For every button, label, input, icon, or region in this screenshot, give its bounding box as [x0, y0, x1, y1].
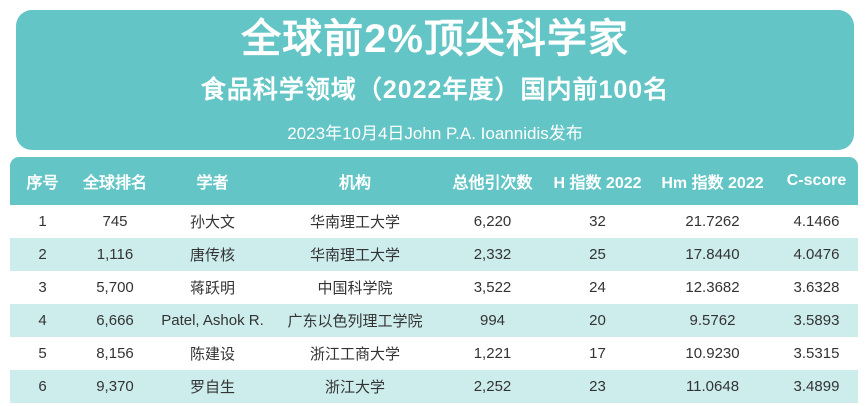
ranking-table: 序号 全球排名 学者 机构 总他引次数 H 指数 2022 Hm 指数 2022… — [10, 157, 858, 403]
cell-c-score: 3.4899 — [775, 370, 858, 403]
cell-hm-index: 17.8440 — [650, 238, 775, 271]
cell-c-score: 4.0476 — [775, 238, 858, 271]
cell-no: 4 — [10, 304, 75, 337]
publish-date: 2023年10月4日John P.A. Ioannidis发布 — [287, 123, 583, 143]
cell-h-index: 20 — [545, 304, 650, 337]
col-header-h-index: H 指数 2022 — [545, 157, 650, 205]
cell-global-rank: 5,700 — [75, 271, 155, 304]
cell-hm-index: 12.3682 — [650, 271, 775, 304]
cell-global-rank: 8,156 — [75, 337, 155, 370]
cell-c-score: 4.1466 — [775, 205, 858, 238]
cell-institution: 中国科学院 — [270, 271, 440, 304]
cell-c-score: 3.5315 — [775, 337, 858, 370]
cell-scholar: Patel, Ashok R. — [155, 304, 270, 337]
page-title: 全球前2%顶尖科学家 — [241, 16, 629, 61]
cell-no: 5 — [10, 337, 75, 370]
cell-h-index: 32 — [545, 205, 650, 238]
page-subtitle: 食品科学领域（2022年度）国内前100名 — [200, 75, 670, 104]
col-header-institution: 机构 — [270, 157, 440, 205]
cell-institution: 浙江工商大学 — [270, 337, 440, 370]
cell-hm-index: 21.7262 — [650, 205, 775, 238]
cell-institution: 华南理工大学 — [270, 205, 440, 238]
cell-institution: 广东以色列理工学院 — [270, 304, 440, 337]
cell-h-index: 23 — [545, 370, 650, 403]
cell-global-rank: 6,666 — [75, 304, 155, 337]
cell-citations: 2,332 — [440, 238, 545, 271]
cell-scholar: 唐传核 — [155, 238, 270, 271]
cell-hm-index: 9.5762 — [650, 304, 775, 337]
table-row: 3 5,700 蒋跃明 中国科学院 3,522 24 12.3682 3.632… — [10, 271, 858, 304]
cell-c-score: 3.6328 — [775, 271, 858, 304]
cell-scholar: 罗自生 — [155, 370, 270, 403]
col-header-hm-index: Hm 指数 2022 — [650, 157, 775, 205]
cell-citations: 6,220 — [440, 205, 545, 238]
cell-no: 1 — [10, 205, 75, 238]
cell-h-index: 24 — [545, 271, 650, 304]
ranking-table-container: 序号 全球排名 学者 机构 总他引次数 H 指数 2022 Hm 指数 2022… — [10, 157, 858, 403]
table-row: 1 745 孙大文 华南理工大学 6,220 32 21.7262 4.1466 — [10, 205, 858, 238]
cell-hm-index: 10.9230 — [650, 337, 775, 370]
cell-institution: 华南理工大学 — [270, 238, 440, 271]
table-row: 4 6,666 Patel, Ashok R. 广东以色列理工学院 994 20… — [10, 304, 858, 337]
cell-citations: 1,221 — [440, 337, 545, 370]
cell-global-rank: 745 — [75, 205, 155, 238]
cell-scholar: 孙大文 — [155, 205, 270, 238]
table-row: 6 9,370 罗自生 浙江大学 2,252 23 11.0648 3.4899 — [10, 370, 858, 403]
col-header-citations: 总他引次数 — [440, 157, 545, 205]
cell-no: 2 — [10, 238, 75, 271]
col-header-global-rank: 全球排名 — [75, 157, 155, 205]
cell-h-index: 25 — [545, 238, 650, 271]
cell-scholar: 蒋跃明 — [155, 271, 270, 304]
table-header-row: 序号 全球排名 学者 机构 总他引次数 H 指数 2022 Hm 指数 2022… — [10, 157, 858, 205]
col-header-no: 序号 — [10, 157, 75, 205]
col-header-scholar: 学者 — [155, 157, 270, 205]
col-header-c-score: C-score — [775, 157, 858, 205]
cell-c-score: 3.5893 — [775, 304, 858, 337]
table-row: 2 1,116 唐传核 华南理工大学 2,332 25 17.8440 4.04… — [10, 238, 858, 271]
cell-citations: 3,522 — [440, 271, 545, 304]
cell-no: 3 — [10, 271, 75, 304]
cell-institution: 浙江大学 — [270, 370, 440, 403]
cell-global-rank: 9,370 — [75, 370, 155, 403]
cell-scholar: 陈建设 — [155, 337, 270, 370]
cell-global-rank: 1,116 — [75, 238, 155, 271]
cell-hm-index: 11.0648 — [650, 370, 775, 403]
cell-h-index: 17 — [545, 337, 650, 370]
cell-no: 6 — [10, 370, 75, 403]
cell-citations: 994 — [440, 304, 545, 337]
title-banner: 全球前2%顶尖科学家 食品科学领域（2022年度）国内前100名 2023年10… — [16, 10, 854, 150]
cell-citations: 2,252 — [440, 370, 545, 403]
table-row: 5 8,156 陈建设 浙江工商大学 1,221 17 10.9230 3.53… — [10, 337, 858, 370]
